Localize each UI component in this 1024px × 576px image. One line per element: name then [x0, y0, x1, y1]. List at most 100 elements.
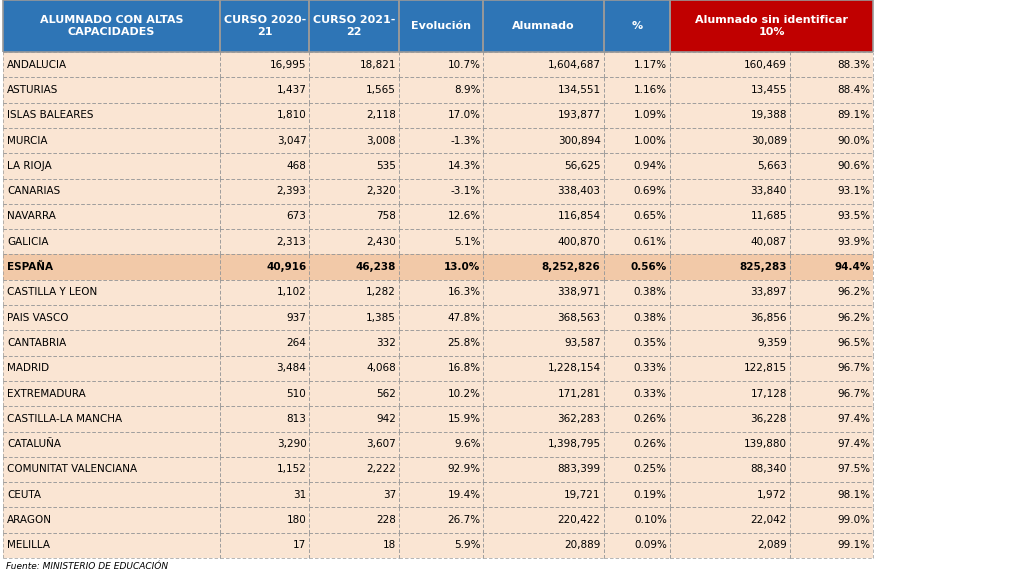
Bar: [670, 103, 790, 128]
Text: Alumnado: Alumnado: [512, 21, 574, 31]
Bar: [603, 280, 670, 305]
Text: 5.1%: 5.1%: [454, 237, 480, 247]
Bar: [790, 153, 873, 179]
Text: CASTILLA Y LEON: CASTILLA Y LEON: [7, 287, 97, 297]
Bar: [220, 355, 309, 381]
Text: 0.35%: 0.35%: [634, 338, 667, 348]
Text: 368,563: 368,563: [557, 313, 601, 323]
Text: 228: 228: [376, 515, 396, 525]
Bar: [670, 482, 790, 507]
Text: NAVARRA: NAVARRA: [7, 211, 56, 221]
Bar: [220, 204, 309, 229]
Bar: [483, 153, 603, 179]
Text: CASTILLA-LA MANCHA: CASTILLA-LA MANCHA: [7, 414, 122, 424]
Text: 332: 332: [376, 338, 396, 348]
Text: 98.1%: 98.1%: [838, 490, 870, 500]
Text: 193,877: 193,877: [557, 110, 601, 120]
Text: ALUMNADO CON ALTAS
CAPACIDADES: ALUMNADO CON ALTAS CAPACIDADES: [40, 15, 183, 37]
Bar: [3, 507, 220, 533]
Bar: [790, 103, 873, 128]
Text: 93,587: 93,587: [564, 338, 601, 348]
Text: 1,437: 1,437: [276, 85, 306, 95]
Bar: [399, 406, 483, 431]
Bar: [670, 128, 790, 153]
Text: LA RIOJA: LA RIOJA: [7, 161, 52, 171]
Bar: [3, 431, 220, 457]
Bar: [603, 533, 670, 558]
Bar: [483, 280, 603, 305]
Bar: [483, 330, 603, 355]
Text: 2,118: 2,118: [367, 110, 396, 120]
Text: 937: 937: [287, 313, 306, 323]
Text: 813: 813: [287, 414, 306, 424]
Bar: [3, 406, 220, 431]
Text: 17,128: 17,128: [751, 389, 786, 399]
Bar: [220, 255, 309, 280]
Text: 468: 468: [287, 161, 306, 171]
Text: 97.4%: 97.4%: [838, 439, 870, 449]
Text: 338,971: 338,971: [557, 287, 601, 297]
Text: 1,565: 1,565: [367, 85, 396, 95]
Text: 88.3%: 88.3%: [838, 60, 870, 70]
Bar: [220, 179, 309, 204]
Text: ASTURIAS: ASTURIAS: [7, 85, 58, 95]
Text: 3,290: 3,290: [276, 439, 306, 449]
Bar: [670, 431, 790, 457]
Text: ARAGON: ARAGON: [7, 515, 52, 525]
Text: MADRID: MADRID: [7, 363, 49, 373]
Bar: [483, 204, 603, 229]
Bar: [790, 52, 873, 77]
Text: 12.6%: 12.6%: [447, 211, 480, 221]
Bar: [603, 255, 670, 280]
Bar: [399, 533, 483, 558]
Bar: [3, 482, 220, 507]
Text: 0.33%: 0.33%: [634, 363, 667, 373]
Text: 9,359: 9,359: [757, 338, 786, 348]
Text: 99.0%: 99.0%: [838, 515, 870, 525]
Text: MELILLA: MELILLA: [7, 540, 50, 550]
Text: 139,880: 139,880: [743, 439, 786, 449]
Text: 180: 180: [287, 515, 306, 525]
Bar: [309, 305, 399, 330]
Text: 14.3%: 14.3%: [447, 161, 480, 171]
Text: 3,047: 3,047: [276, 135, 306, 146]
Bar: [309, 330, 399, 355]
Bar: [3, 52, 220, 77]
Text: 1.17%: 1.17%: [634, 60, 667, 70]
Bar: [220, 229, 309, 255]
Text: 942: 942: [376, 414, 396, 424]
Text: CURSO 2021-
22: CURSO 2021- 22: [313, 15, 395, 37]
Text: 89.1%: 89.1%: [838, 110, 870, 120]
Text: 0.26%: 0.26%: [634, 439, 667, 449]
Text: 5,663: 5,663: [757, 161, 786, 171]
Text: 9.6%: 9.6%: [454, 439, 480, 449]
Bar: [309, 431, 399, 457]
Bar: [603, 0, 670, 52]
Bar: [483, 103, 603, 128]
Bar: [399, 330, 483, 355]
Text: 47.8%: 47.8%: [447, 313, 480, 323]
Bar: [670, 77, 790, 103]
Text: 33,840: 33,840: [751, 186, 786, 196]
Bar: [603, 457, 670, 482]
Bar: [670, 52, 790, 77]
Text: 10.2%: 10.2%: [447, 389, 480, 399]
Bar: [220, 457, 309, 482]
Bar: [483, 507, 603, 533]
Text: 88,340: 88,340: [751, 464, 786, 475]
Text: 13,455: 13,455: [751, 85, 786, 95]
Text: ISLAS BALEARES: ISLAS BALEARES: [7, 110, 93, 120]
Bar: [220, 482, 309, 507]
Text: 758: 758: [376, 211, 396, 221]
Bar: [483, 0, 603, 52]
Bar: [790, 179, 873, 204]
Bar: [3, 280, 220, 305]
Bar: [3, 204, 220, 229]
Bar: [399, 179, 483, 204]
Text: 0.09%: 0.09%: [634, 540, 667, 550]
Text: 338,403: 338,403: [558, 186, 601, 196]
Text: 88.4%: 88.4%: [838, 85, 870, 95]
Bar: [603, 305, 670, 330]
Text: 90.6%: 90.6%: [838, 161, 870, 171]
Text: 40,916: 40,916: [266, 262, 306, 272]
